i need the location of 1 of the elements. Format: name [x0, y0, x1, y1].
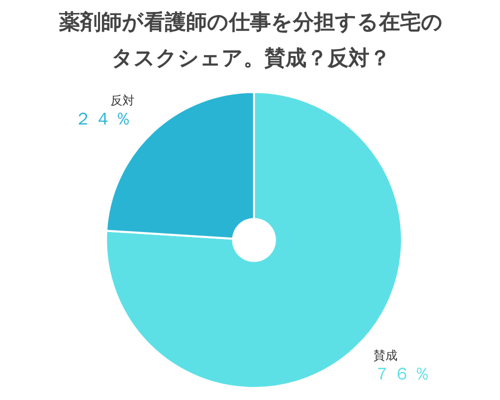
chart-title: 薬剤師が看護師の仕事を分担する在宅のタスクシェア。賛成？反対？ — [58, 9, 444, 72]
